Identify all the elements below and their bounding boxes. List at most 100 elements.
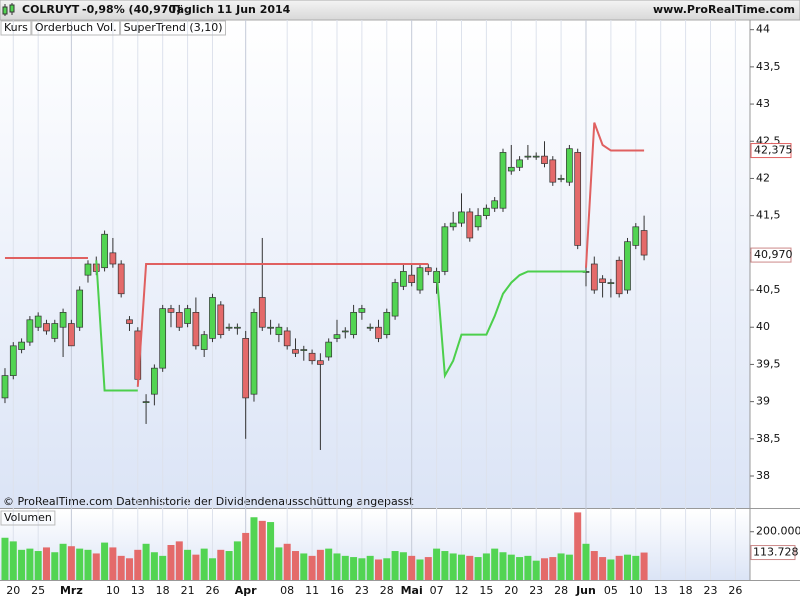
candle-body: [234, 326, 241, 329]
x-tick-label: 05: [604, 584, 618, 597]
candle-body: [449, 222, 457, 228]
supertrend-line: [4, 122, 645, 387]
volume-bar: [582, 543, 590, 580]
x-tick-label: Jun: [575, 584, 596, 597]
y-tick-label: 43,5: [756, 60, 781, 73]
y-tick-label: 40,5: [756, 283, 781, 296]
volume-bar: [250, 517, 258, 580]
x-tick-label: 08: [280, 584, 294, 597]
volume-bar: [574, 512, 582, 580]
volume-bar: [26, 548, 34, 580]
volume-bar: [507, 554, 515, 580]
candle-body: [267, 326, 274, 329]
candle-body: [383, 312, 391, 336]
x-tick-label: Mrz: [60, 584, 83, 597]
candle-body: [43, 323, 50, 332]
volume-bar: [184, 549, 192, 580]
x-tick-label: 15: [479, 584, 493, 597]
candle-body: [258, 297, 266, 328]
candle-body: [209, 297, 216, 339]
candle-body: [416, 267, 424, 291]
volume-bar: [242, 532, 250, 580]
x-tick-label: 20: [6, 584, 20, 597]
candle-body: [1, 375, 9, 399]
symbol: COLRUYT: [22, 3, 80, 16]
legend-box: [0, 20, 32, 36]
volume-bar: [416, 559, 424, 580]
candle-body: [458, 211, 465, 224]
x-tick-label: 13: [654, 584, 668, 597]
volume-bar: [457, 554, 465, 580]
candle-body: [516, 159, 523, 168]
candle-body: [167, 308, 175, 313]
candle-body: [200, 334, 208, 350]
x-tick-label: 25: [31, 584, 45, 597]
x-tick-label: 23: [355, 584, 369, 597]
volume-bar: [175, 541, 183, 580]
volume-bar: [150, 552, 158, 580]
volume-bar: [308, 555, 316, 580]
period: Täglich: [170, 3, 214, 16]
candle-body: [300, 349, 308, 351]
y-tick-label: 39: [756, 395, 770, 408]
candle-body: [250, 312, 258, 395]
x-tick-label: 11: [305, 584, 319, 597]
candle-body: [483, 207, 490, 216]
volume-bar: [325, 548, 333, 580]
candle-body: [292, 349, 299, 354]
volume-bar: [101, 542, 109, 580]
volume-tag-box: [750, 545, 796, 561]
volume-bar: [208, 558, 216, 580]
volume-bar: [134, 549, 142, 580]
x-tick-label: 28: [380, 584, 394, 597]
header-bar: [0, 0, 800, 21]
x-tick-label: 20: [504, 584, 518, 597]
candle-body: [615, 259, 623, 295]
y-tick-label: 41,5: [756, 209, 781, 222]
candle-body: [524, 155, 532, 158]
volume-bar: [84, 549, 92, 580]
volume-bar: [142, 543, 150, 580]
volume-bar: [18, 549, 26, 580]
candle-body: [192, 312, 200, 347]
y-tick-label: 39,5: [756, 357, 781, 370]
volume-bar: [167, 545, 175, 580]
x-tick-label: 26: [728, 584, 742, 597]
volume-title: Volumen: [4, 511, 52, 524]
candle-body: [408, 274, 416, 283]
volume-bar: [333, 553, 341, 580]
x-tick-label: 16: [330, 584, 344, 597]
volume-bar: [267, 522, 275, 580]
header-icon: [2, 3, 15, 16]
volume-bar: [607, 559, 615, 580]
volume-bar: [590, 551, 598, 580]
candle-body: [142, 401, 150, 403]
candle-body: [333, 334, 341, 339]
volume-bar: [42, 547, 50, 580]
x-tick-label: Mai: [401, 584, 423, 597]
price-tag-box: [750, 247, 792, 263]
volume-bar: [383, 558, 391, 580]
volume-bar: [615, 555, 623, 580]
legend-box: [31, 20, 121, 36]
candle-body: [18, 341, 25, 350]
volume-bar: [599, 557, 607, 580]
legend-box: [0, 510, 56, 526]
candle-body: [9, 345, 17, 376]
candle-body: [317, 360, 324, 365]
volume-bar: [408, 555, 416, 580]
candle-body: [26, 319, 34, 343]
x-tick-label: 21: [181, 584, 195, 597]
candle-body: [499, 152, 507, 209]
volume-bar: [623, 554, 631, 580]
y-tick-label: 43: [756, 97, 770, 110]
date: 11 Jun 2014: [217, 3, 291, 16]
candle-body: [400, 271, 407, 287]
candle-body: [308, 352, 316, 362]
candle-body: [557, 178, 565, 180]
price-tag: 42,375: [754, 144, 793, 157]
y-tick-label: 44: [756, 23, 770, 36]
volume-bar: [441, 551, 449, 580]
volume-bar: [125, 558, 133, 580]
